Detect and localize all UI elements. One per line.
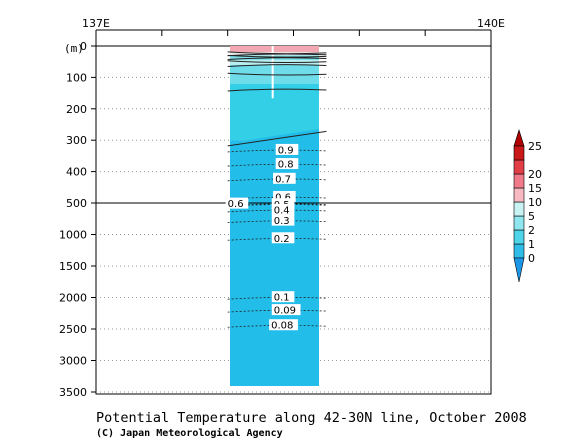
- y-tick-label-0: 0: [80, 40, 87, 53]
- contour-label-bg: [271, 198, 295, 210]
- colorbar-label-15: 15: [528, 182, 542, 195]
- contour-label: 0.9: [278, 145, 294, 156]
- contour-label-bg: [275, 158, 299, 170]
- colorbar-swatch: [513, 243, 525, 259]
- contour-label-bg: [273, 172, 296, 184]
- contour-label: 0.7: [275, 174, 291, 185]
- contour-solid: [227, 72, 327, 76]
- contour-label-bg: [275, 143, 299, 155]
- y-tick-label-3500: 3500: [59, 386, 87, 399]
- colorbar-top-arrow: [513, 128, 525, 147]
- contour-label-bg: [273, 191, 296, 203]
- y-tick-label-100: 100: [66, 71, 87, 84]
- y-tick-label-3000: 3000: [59, 355, 87, 368]
- contour-1-0: [227, 130, 327, 147]
- contour-label-bg: [271, 203, 295, 215]
- temperature-field: [230, 46, 319, 386]
- contour-solid: [227, 64, 327, 67]
- contour-solid: [227, 88, 327, 92]
- y-tick-label-200: 200: [66, 103, 87, 116]
- colorbar-label-2: 2: [528, 224, 535, 237]
- band-subsurface: [230, 83, 319, 141]
- colorbar-label-25: 25: [528, 140, 542, 153]
- contour-label: 0.09: [274, 306, 296, 317]
- y-tick-label-2500: 2500: [59, 323, 87, 336]
- colorbar-label-20: 20: [528, 168, 542, 181]
- y-tick-label-300: 300: [66, 134, 87, 147]
- x-tick-label-137E: 137E: [82, 17, 110, 30]
- y-tick-label-1000: 1000: [59, 229, 87, 242]
- contour-label: 0.2: [274, 234, 290, 245]
- colorbar-swatch: [513, 201, 525, 217]
- contour-labels: 0.90.80.70.60.60.50.40.30.20.10.090.08: [225, 143, 301, 332]
- contour-label: 0.6: [228, 199, 244, 210]
- contour-solid: [227, 60, 327, 63]
- colorbar-swatch: [513, 145, 525, 161]
- contour-label: 0.3: [274, 216, 290, 227]
- contour-label-bg: [269, 319, 298, 331]
- contour-label: 0.6: [275, 193, 291, 204]
- colorbar-label-10: 10: [528, 196, 542, 209]
- y-tick-label-1500: 1500: [59, 260, 87, 273]
- contour-label: 0.4: [274, 205, 290, 216]
- colorbar-swatch: [513, 173, 525, 189]
- band-upper: [230, 64, 319, 84]
- contour-label-bg: [271, 232, 295, 244]
- y-tick-label-500: 500: [66, 197, 87, 210]
- contour-label: 0.8: [278, 160, 294, 171]
- contour-label-bg: [225, 197, 249, 209]
- chart-title: Potential Temperature along 42-30N line,…: [96, 410, 527, 426]
- y-tick-label-400: 400: [66, 166, 87, 179]
- colorbar-label-1: 1: [528, 238, 535, 251]
- colorbar-swatch: [513, 229, 525, 245]
- colorbar-label-5: 5: [528, 210, 535, 223]
- contour-label: 0.1: [274, 293, 290, 304]
- contour-label: 0.08: [271, 321, 293, 332]
- y-tick-label-2000: 2000: [59, 292, 87, 305]
- band-warm-surface: [230, 46, 319, 53]
- colorbar-swatch: [513, 215, 525, 231]
- chart-credit: (C) Japan Meteorological Agency: [96, 428, 283, 439]
- y-axis-unit-label: (m): [64, 42, 84, 55]
- contour-solid: [227, 57, 327, 61]
- surface-gap: [271, 46, 274, 99]
- contour-label-bg: [271, 291, 295, 303]
- x-axis: 137E 140E: [82, 17, 505, 46]
- colorbar-label-0: 0: [528, 252, 535, 265]
- contour-solid: [227, 53, 327, 57]
- contour-solid: [227, 54, 327, 58]
- contour-label-bg: [271, 304, 301, 316]
- contour-label-bg: [271, 214, 295, 226]
- colorbar-bottom-arrow: [513, 257, 525, 283]
- colorbar-swatch: [513, 159, 525, 175]
- y-axis: 0 100 200 300 400 500 1000 1500 2000 2500 3000 3500: [59, 40, 96, 399]
- colorbar-swatch: [513, 187, 525, 203]
- x-tick-label-140E: 140E: [477, 17, 505, 30]
